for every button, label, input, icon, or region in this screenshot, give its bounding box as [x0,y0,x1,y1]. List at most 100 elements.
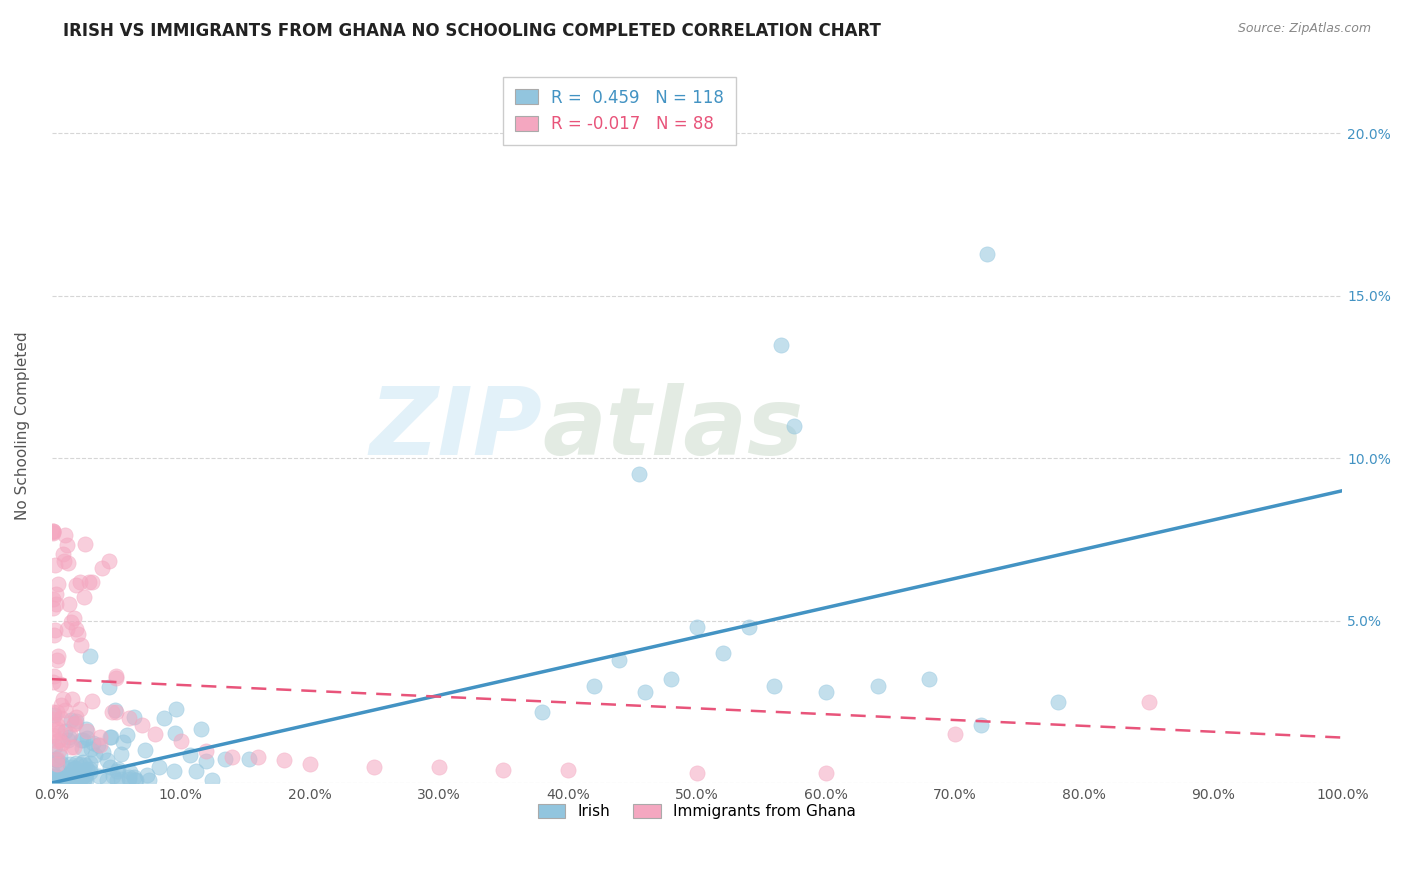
Point [105,764,128,778]
Point [100,730,122,744]
Point [970,717,993,731]
Point [184,764,207,778]
Point [46,751,69,765]
Point [105,705,128,719]
Point [138,772,160,787]
Point [492,763,515,777]
Point [56,772,79,787]
Point [60,771,83,785]
Point [62,762,84,776]
Point [72,772,94,787]
Point [711,646,734,660]
Point [42,524,65,539]
Point [58,730,80,744]
Point [48,772,70,787]
Point [943,727,966,741]
Point [56,556,79,570]
Point [124,772,146,787]
Point [44,558,66,572]
Point [80,742,103,756]
Point [46,723,69,737]
Legend: Irish, Immigrants from Ghana: Irish, Immigrants from Ghana [531,798,862,825]
Point [65,710,87,724]
Point [79,648,101,663]
Point [582,679,605,693]
Point [48,772,70,787]
Point [814,685,837,699]
Text: atlas: atlas [541,384,803,475]
Point [69,756,91,771]
Point [73,770,96,784]
Point [59,756,82,771]
Point [42,772,65,787]
Point [48,764,70,779]
Point [69,574,91,589]
Text: ZIP: ZIP [370,384,541,475]
Point [53,771,76,785]
Point [273,753,295,767]
Point [1047,695,1070,709]
Point [104,703,127,717]
Point [659,672,682,686]
Point [42,713,65,727]
Point [201,772,224,787]
Point [814,766,837,780]
Point [48,649,70,664]
Point [49,698,72,712]
Point [42,705,65,719]
Point [143,727,166,741]
Point [105,671,128,685]
Y-axis label: No Schooling Completed: No Schooling Completed [15,332,30,520]
Point [44,752,66,766]
Point [45,733,67,747]
Point [42,524,65,539]
Point [96,752,118,766]
Point [62,717,84,731]
Point [148,760,170,774]
Point [107,762,129,776]
Point [214,751,236,765]
Point [69,702,91,716]
Point [75,772,97,787]
Point [52,771,75,785]
Point [179,747,201,762]
Point [49,756,72,771]
Point [530,705,553,719]
Point [42,526,65,541]
Point [557,763,579,777]
Point [45,587,67,601]
Point [73,768,96,782]
Point [44,708,66,723]
Point [101,769,124,783]
Point [118,711,141,725]
Point [59,726,82,740]
Point [87,738,110,752]
Point [63,715,86,730]
Point [53,723,76,738]
Point [44,624,66,638]
Point [45,753,67,767]
Point [105,772,128,787]
Point [165,725,187,739]
Point [58,767,80,781]
Point [75,537,97,551]
Point [49,677,72,691]
Point [42,674,65,689]
Point [52,547,75,561]
Point [122,709,145,723]
Point [48,733,70,747]
Point [73,758,96,772]
Point [769,337,792,351]
Point [97,680,120,694]
Point [634,685,657,699]
Point [98,760,121,774]
Point [44,739,66,753]
Point [42,601,65,615]
Point [72,756,94,770]
Point [686,620,709,634]
Point [238,752,260,766]
Point [73,590,96,604]
Point [134,743,156,757]
Point [46,577,69,591]
Point [75,722,97,736]
